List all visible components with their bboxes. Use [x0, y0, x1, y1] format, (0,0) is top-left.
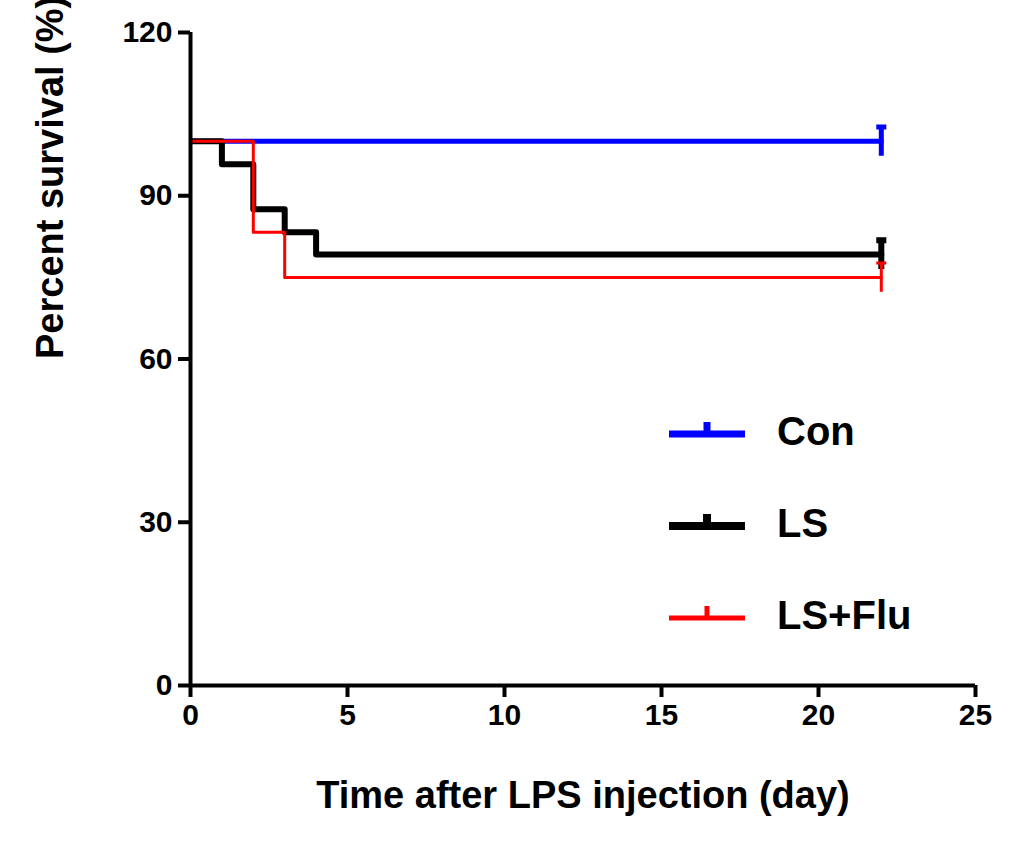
svg-text:120: 120 [122, 15, 172, 48]
svg-text:15: 15 [645, 698, 678, 731]
svg-text:25: 25 [959, 698, 992, 731]
svg-text:20: 20 [802, 698, 835, 731]
svg-text:0: 0 [156, 668, 173, 701]
svg-text:Time after LPS injection (day): Time after LPS injection (day) [316, 774, 850, 816]
html-text:LS: LS [777, 500, 829, 545]
svg-text:5: 5 [339, 698, 356, 731]
svg-text:10: 10 [488, 698, 521, 731]
svg-text:0: 0 [182, 698, 199, 731]
svg-text:60: 60 [139, 342, 172, 375]
svg-text:90: 90 [139, 178, 172, 211]
html-text:LS+Flu: LS+Flu [777, 592, 912, 637]
svg-text:30: 30 [139, 505, 172, 538]
html-text:Con: Con [777, 408, 855, 453]
svg-text:Percent survival (%): Percent survival (%) [29, 0, 71, 359]
